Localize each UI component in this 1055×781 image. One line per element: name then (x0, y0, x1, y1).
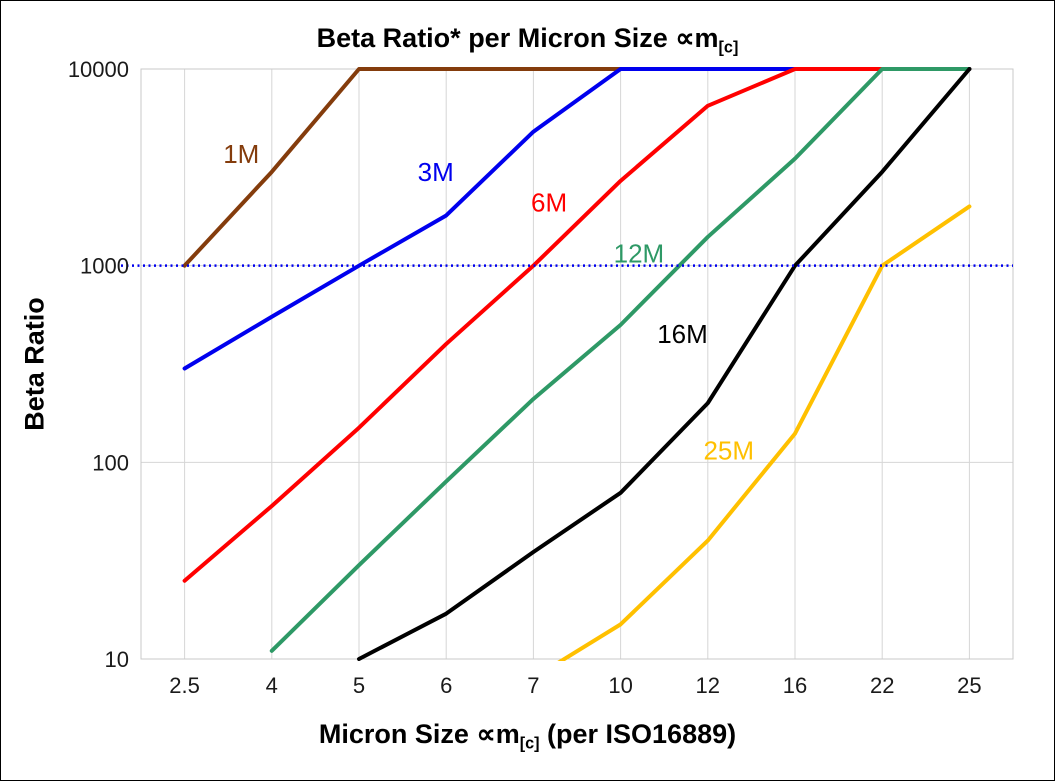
series-label-25M: 25M (703, 435, 754, 465)
x-tick-label: 5 (353, 673, 365, 698)
series-label-6M: 6M (531, 187, 567, 217)
x-tick-label: 7 (527, 673, 539, 698)
x-tick-label: 6 (440, 673, 452, 698)
x-tick-label: 2.5 (169, 673, 200, 698)
series-label-12M: 12M (614, 239, 665, 269)
series-lines (182, 67, 972, 661)
x-tick-label: 22 (870, 673, 894, 698)
chart-title-subscript: [c] (718, 38, 739, 57)
series-line-25M (557, 204, 972, 661)
series-label-1M: 1M (223, 139, 259, 169)
x-axis-title: Micron Size ∝m[c] (per ISO16889) (1, 719, 1054, 754)
x-tick-label: 25 (957, 673, 981, 698)
series-line-6M (182, 67, 972, 583)
chart-title-text: Beta Ratio* per Micron Size ∝m (316, 23, 719, 53)
y-tick-label: 10000 (68, 57, 129, 82)
x-tick-label: 4 (266, 673, 278, 698)
series-line-12M (269, 67, 972, 653)
x-axis-title-suffix: (per ISO16889) (539, 719, 737, 750)
series-label-16M: 16M (657, 319, 708, 349)
y-tick-label: 100 (92, 450, 129, 475)
x-axis-title-subscript: [c] (519, 735, 540, 753)
chart-title: Beta Ratio* per Micron Size ∝m[c] (1, 23, 1054, 58)
y-tick-label: 10 (105, 647, 129, 672)
series-label-3M: 3M (418, 157, 454, 187)
x-tick-label: 16 (783, 673, 807, 698)
x-axis-title-text: Micron Size ∝m (318, 719, 520, 750)
series-line-16M (357, 67, 972, 661)
x-tick-label: 10 (608, 673, 632, 698)
y-tick-label: 1000 (80, 254, 129, 279)
x-tick-label: 12 (696, 673, 720, 698)
